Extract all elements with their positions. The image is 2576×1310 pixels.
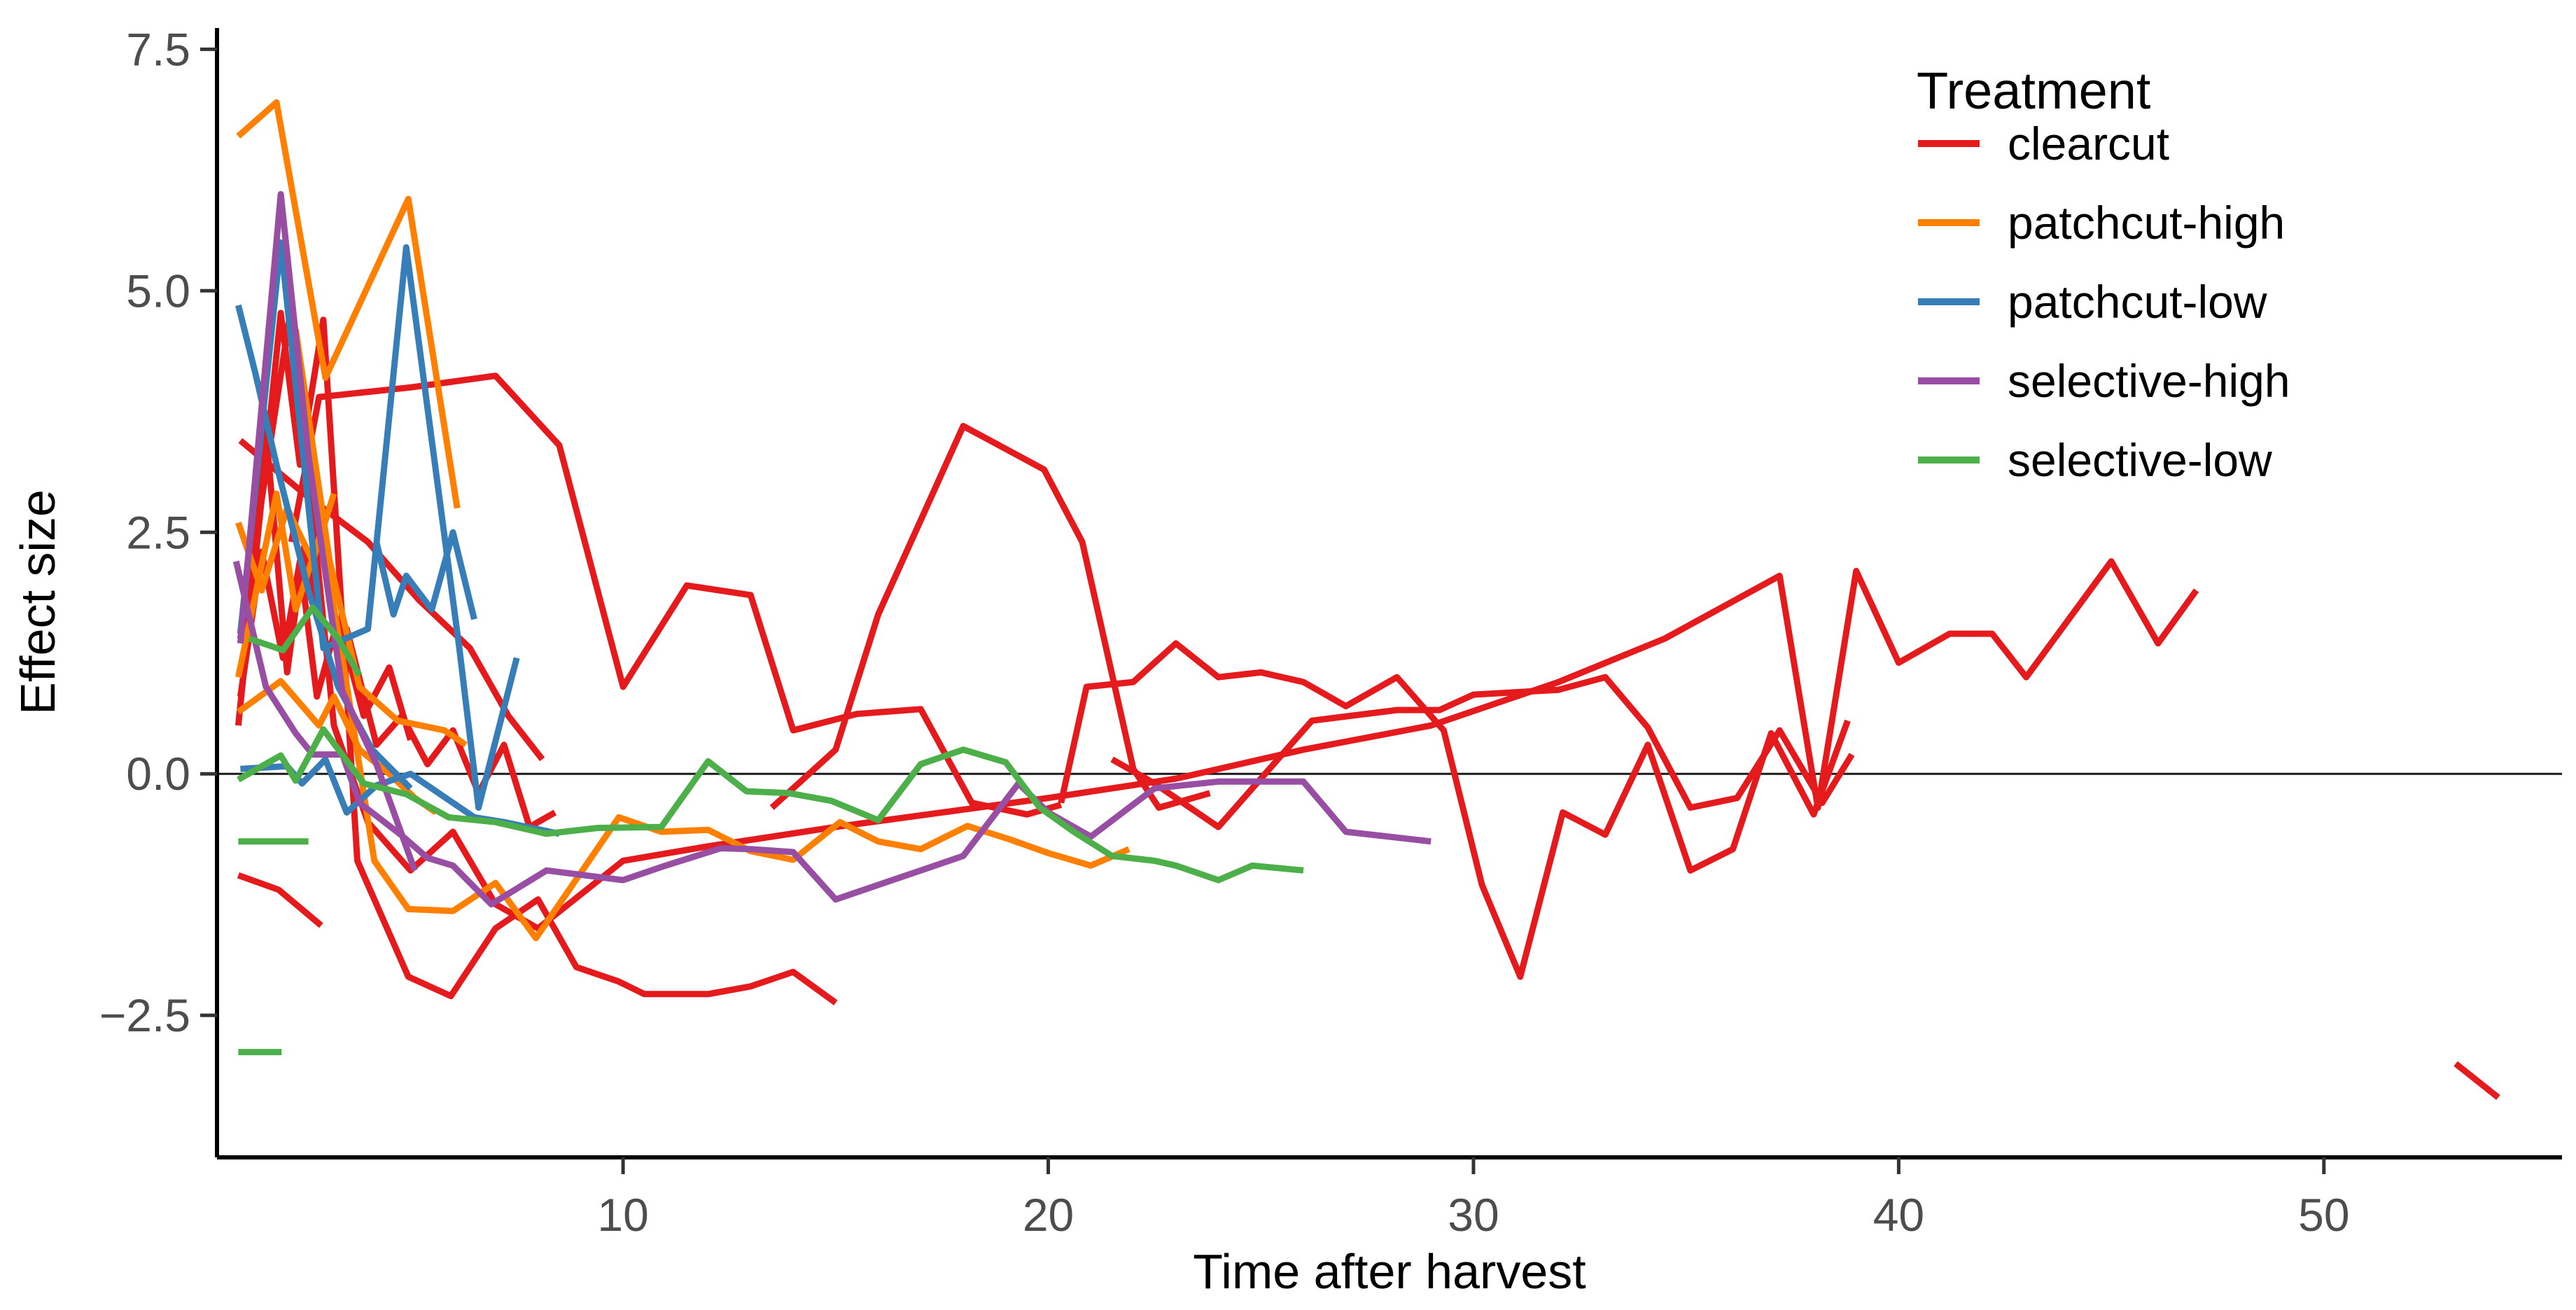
- series-line-clearcut-9: [237, 548, 414, 741]
- series-line-clearcut-1: [1058, 640, 1851, 980]
- series-line-clearcut-0: [237, 302, 2199, 932]
- series-line-clearcut-4: [769, 423, 1211, 811]
- series-line-patchcut-low-17: [237, 239, 520, 811]
- y-axis-title: Effect size: [10, 489, 65, 715]
- legend-title: Treatment: [1917, 62, 2151, 120]
- x-axis-title: Time after harvest: [1193, 1244, 1586, 1299]
- y-tick-label: 2.5: [126, 506, 190, 558]
- legend-label-patchcut-low: patchcut-low: [2008, 276, 2267, 328]
- series-line-patchcut-high-11: [236, 99, 461, 509]
- y-tick-label: 7.5: [126, 23, 190, 75]
- legend-label-clearcut: clearcut: [2008, 118, 2169, 169]
- series-line-selective-high-21: [237, 190, 418, 872]
- series-line-clearcut-3: [288, 372, 1063, 818]
- x-tick-label: 20: [1023, 1189, 1074, 1241]
- legend-label-selective-low: selective-low: [2008, 434, 2272, 486]
- y-tick-label: −2.5: [99, 989, 190, 1041]
- series-line-clearcut-8: [237, 427, 557, 830]
- x-tick-label: 30: [1448, 1189, 1499, 1241]
- legend-label-selective-high: selective-high: [2008, 355, 2290, 407]
- x-tick-label: 50: [2298, 1189, 2349, 1241]
- series-line-clearcut-6: [237, 872, 323, 928]
- plot-area: [217, 99, 2562, 1101]
- y-tick-label: 0.0: [126, 748, 190, 800]
- x-tick-label: 10: [597, 1189, 648, 1241]
- y-tick-label: 5.0: [126, 265, 190, 316]
- series-line-selective-low-25: [248, 604, 363, 677]
- axes: 10 20 30 40 50 7.5 5.0 2.5 0.0 −2.5: [99, 23, 2562, 1241]
- series-line-patchcut-low-19: [373, 529, 477, 620]
- legend-label-patchcut-high: patchcut-high: [2008, 197, 2285, 249]
- series-line-selective-high-20: [232, 560, 1432, 907]
- series-line-selective-low-22: [237, 726, 1304, 884]
- series-line-patchcut-high-14: [292, 328, 468, 748]
- series-line-clearcut-2: [1110, 674, 1855, 830]
- series-line-clearcut-7: [2454, 1061, 2500, 1101]
- x-tick-label: 40: [1873, 1189, 1924, 1241]
- legend: Treatment clearcut patchcut-high patchcut-…: [1917, 62, 2290, 486]
